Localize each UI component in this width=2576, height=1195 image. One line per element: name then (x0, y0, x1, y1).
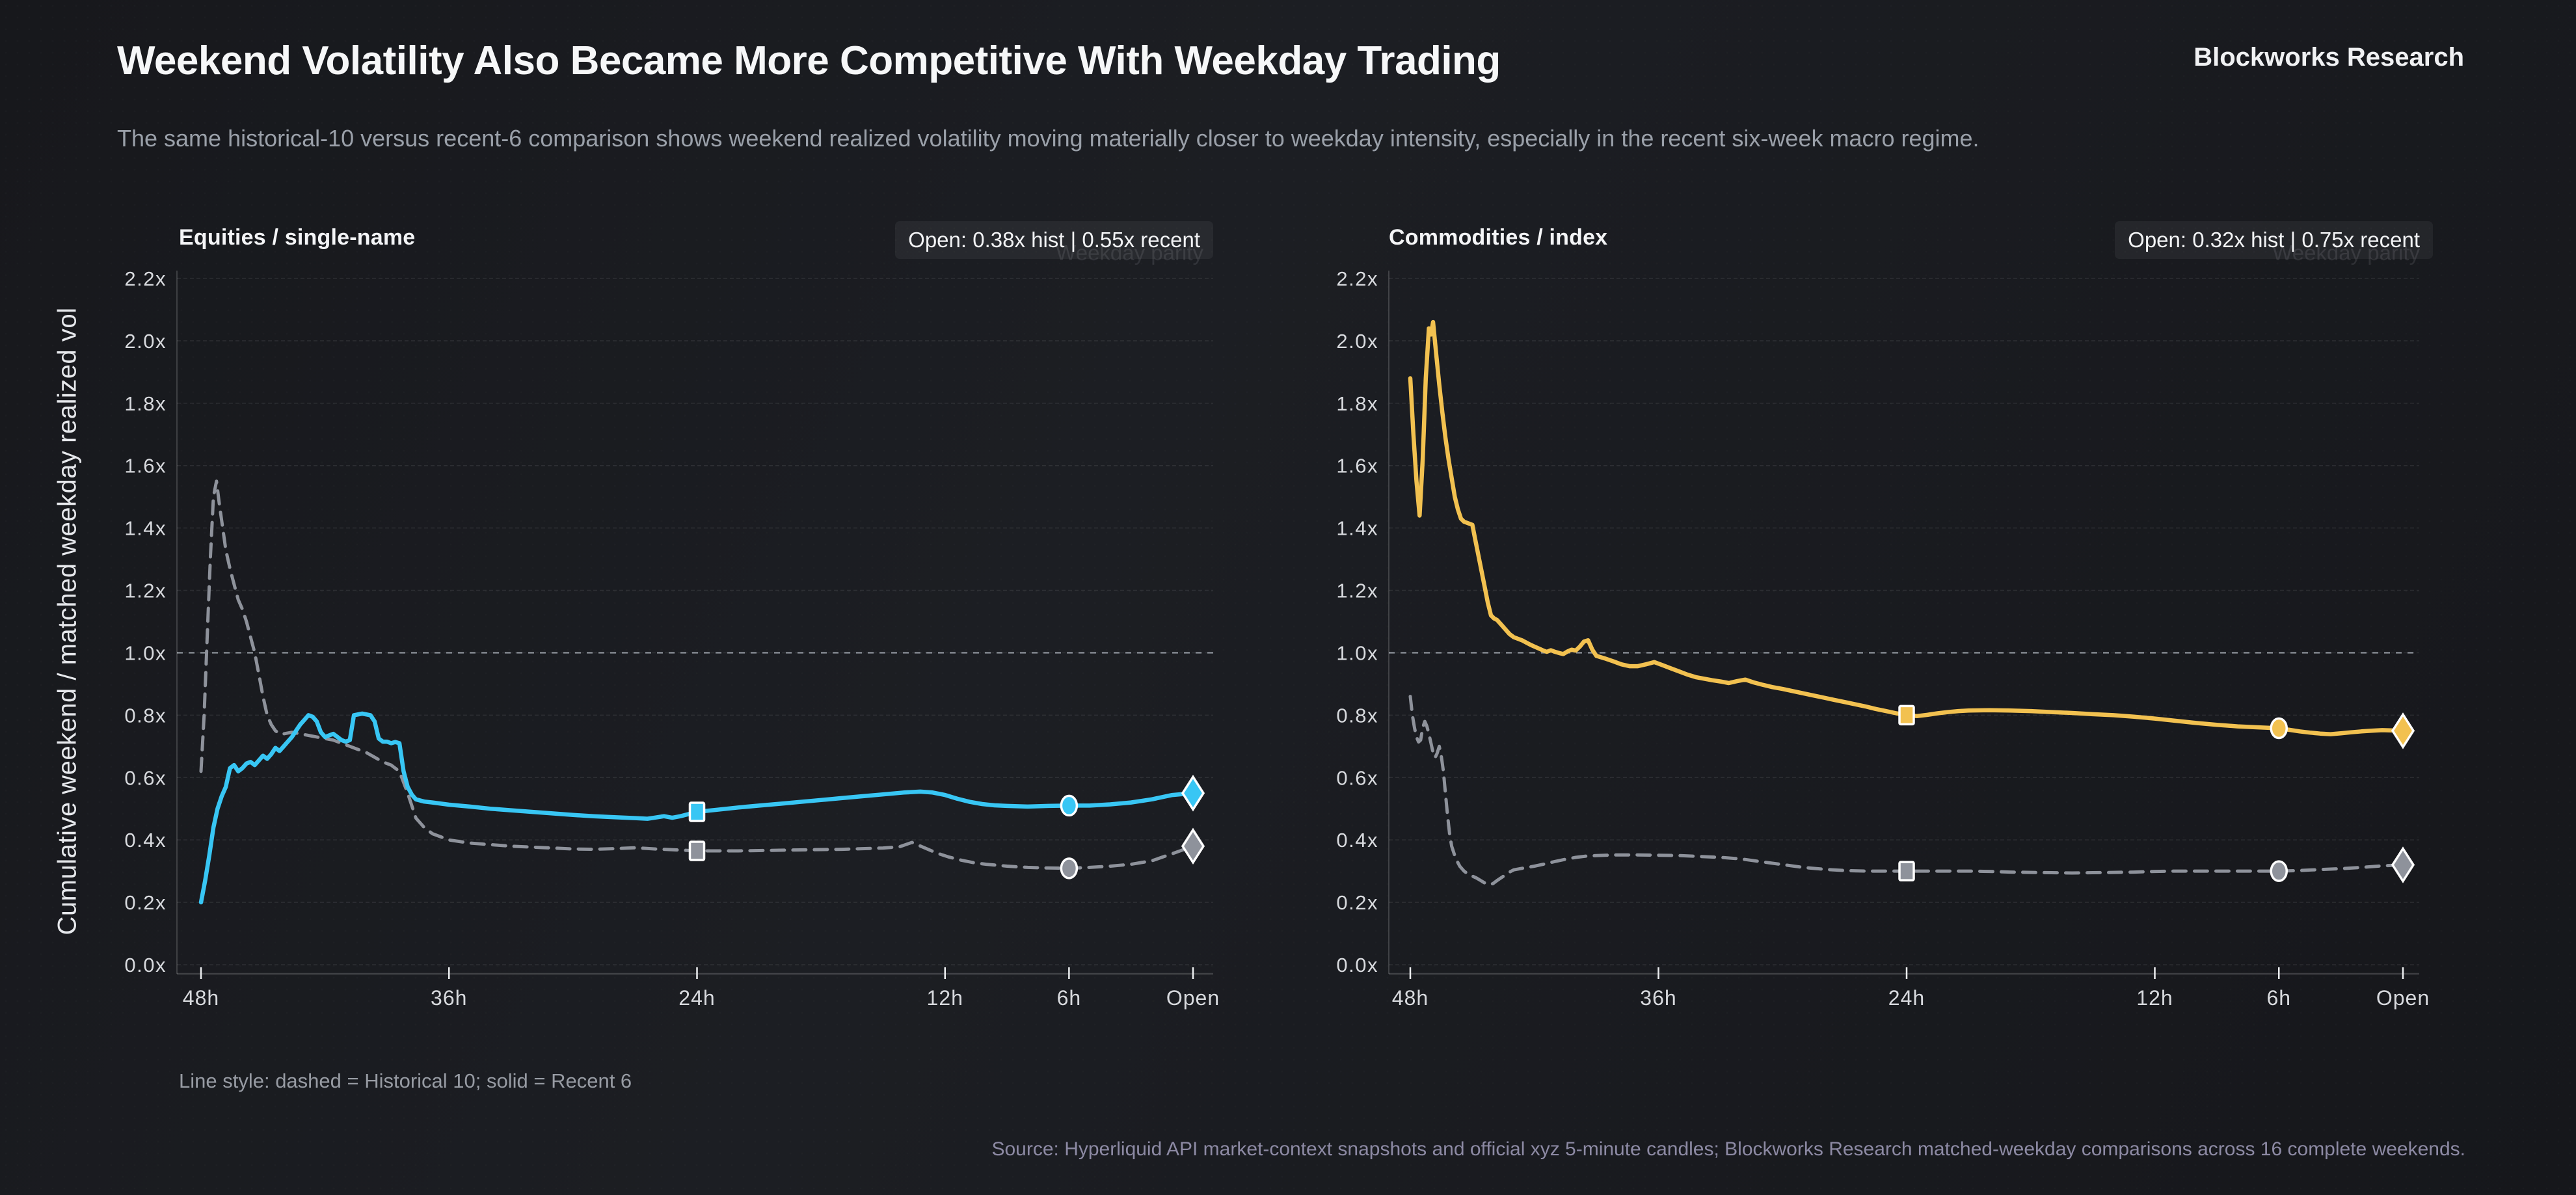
y-tick-label: 1.8x (1336, 392, 1378, 415)
y-tick-label: 0.6x (124, 766, 167, 789)
grid-lines: 0.0x 0.2x 0.4x 0.6x 0.8x 1.0x 1.2x 1.4x 1.6x 1.8x… (124, 267, 1213, 976)
x-tick-label: 12h (2136, 986, 2173, 1010)
milestone-markers (1898, 705, 2415, 883)
weekday-parity-annotation: Weekday parity (2272, 241, 2420, 265)
circle-marker-historical-10 (2270, 860, 2288, 882)
x-tick-label: Open (1166, 986, 1220, 1010)
x-tick-label: 36h (1640, 986, 1676, 1010)
chart-title-commodities: Commodities / index (1389, 225, 1608, 250)
x-tick-label: 6h (1057, 986, 1082, 1010)
y-tick-label: 1.4x (124, 517, 167, 540)
diamond-marker-recent-6 (1181, 775, 1205, 812)
x-tick-label: 48h (183, 986, 219, 1010)
square-marker-historical-10 (688, 840, 706, 861)
y-tick-label: 1.6x (124, 455, 167, 477)
y-tick-label: 0.2x (1336, 891, 1378, 914)
y-tick-label: 1.2x (124, 580, 167, 602)
diamond-marker-recent-6 (2391, 712, 2415, 749)
axes: 48h 36h 24h 12h 6h Open (176, 271, 1220, 1010)
equities-chart-panel: Equities / single-name Weekday parity Op… (72, 215, 1236, 1021)
x-tick-label: 12h (927, 986, 963, 1010)
source-note: Source: Hyperliquid API market-context s… (991, 1138, 2465, 1160)
diamond-marker-historical-10 (2391, 846, 2415, 883)
commodities-chart-panel: Commodities / index Weekday parity Open:… (1285, 215, 2449, 1021)
series-line-recent-6 (1408, 319, 2406, 736)
square-marker-recent-6 (688, 801, 706, 822)
page-title: Weekend Volatility Also Became More Comp… (117, 38, 1501, 83)
y-tick-label: 1.2x (1336, 580, 1378, 602)
y-tick-label: 0.8x (124, 704, 167, 727)
y-tick-label: 0.4x (1336, 829, 1378, 852)
y-tick-label: 2.2x (1336, 267, 1378, 290)
x-tick-label: 48h (1392, 986, 1429, 1010)
series-line-historical-10 (199, 479, 1195, 870)
series-line-historical-10 (1408, 695, 2405, 887)
open-stats-badge-equities: Open: 0.38x hist | 0.55x recent (895, 221, 1213, 259)
y-tick-label: 0.2x (124, 891, 167, 914)
weekday-parity-annotation: Weekday parity (1056, 241, 1203, 265)
x-tick-label: 6h (2266, 986, 2291, 1010)
milestone-markers (688, 775, 1205, 879)
y-tick-label: 1.0x (1336, 641, 1378, 664)
x-tick-label: 36h (431, 986, 467, 1010)
square-marker-recent-6 (1898, 705, 1915, 726)
commodities-chart-svg: 0.0x 0.2x 0.4x 0.6x 0.8x 1.0x 1.2x 1.4x 1.6x 1.8x… (1336, 267, 2430, 1010)
page-subtitle: The same historical-10 versus recent-6 c… (117, 125, 1979, 152)
y-tick-label: 0.0x (124, 954, 167, 976)
brand-logo-text: Blockworks Research (2194, 43, 2464, 72)
y-tick-label: 2.2x (124, 267, 167, 290)
x-tick-label: 24h (1888, 986, 1925, 1010)
square-marker-historical-10 (1898, 861, 1915, 881)
y-tick-label: 1.6x (1336, 455, 1378, 477)
axes: 48h 36h 24h 12h 6h Open (1388, 271, 2430, 1010)
y-tick-label: 0.0x (1336, 954, 1378, 976)
y-tick-label: 0.4x (124, 829, 167, 852)
line-style-footnote: Line style: dashed = Historical 10; soli… (179, 1069, 632, 1092)
y-tick-label: 1.4x (1336, 517, 1378, 540)
equities-chart-svg: 0.0x 0.2x 0.4x 0.6x 0.8x 1.0x 1.2x 1.4x 1.6x 1.8x… (124, 267, 1220, 1010)
x-tick-label: Open (2376, 986, 2430, 1010)
circle-marker-recent-6 (1060, 794, 1079, 817)
y-tick-label: 1.8x (124, 392, 167, 415)
y-tick-label: 2.0x (124, 330, 167, 353)
series-line-recent-6 (198, 711, 1196, 905)
open-stats-badge-commodities: Open: 0.32x hist | 0.75x recent (2115, 221, 2433, 259)
circle-marker-recent-6 (2270, 717, 2288, 740)
circle-marker-historical-10 (1060, 857, 1079, 879)
y-tick-label: 2.0x (1336, 330, 1378, 353)
chart-title-equities: Equities / single-name (179, 225, 416, 250)
y-tick-label: 0.8x (1336, 704, 1378, 727)
y-tick-label: 0.6x (1336, 766, 1378, 789)
x-tick-label: 24h (678, 986, 715, 1010)
diamond-marker-historical-10 (1181, 827, 1205, 865)
y-tick-label: 1.0x (124, 641, 167, 664)
